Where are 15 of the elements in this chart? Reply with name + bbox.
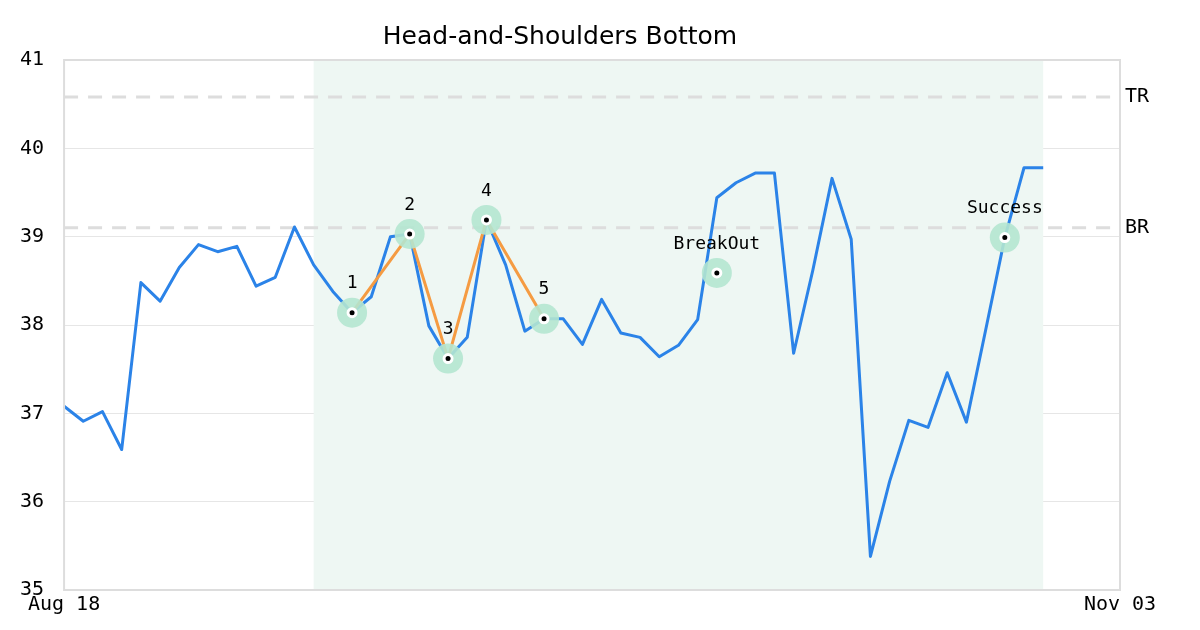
y-tick-label: 37 xyxy=(19,399,45,424)
annotation: 4 xyxy=(481,178,492,200)
ref-line-label: BR xyxy=(1125,214,1151,239)
annotation: 5 xyxy=(538,277,550,299)
y-tick-label: 41 xyxy=(19,46,45,71)
annotation: 1 xyxy=(346,271,358,293)
y-tick-label: 38 xyxy=(19,311,45,336)
y-tick-label: 39 xyxy=(19,222,45,247)
y-tick-label: 40 xyxy=(19,134,45,159)
y-tick-label: 36 xyxy=(19,487,45,512)
x-tick-label: Nov 03 xyxy=(1083,591,1157,616)
chart-title: Head-and-Shoulders Bottom xyxy=(382,20,738,50)
annotation: 2 xyxy=(404,192,416,214)
ref-line-label: TR xyxy=(1125,83,1151,108)
annotation: 3 xyxy=(442,317,454,339)
